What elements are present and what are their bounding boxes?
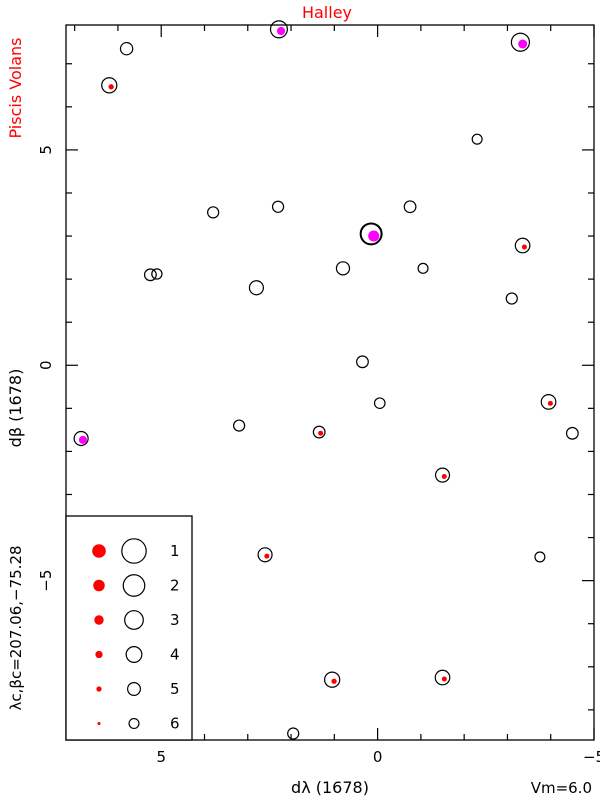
legend-label: 1 <box>170 542 180 560</box>
star-ring <box>151 268 163 280</box>
legend-ring <box>128 717 140 730</box>
star-ring <box>471 133 483 145</box>
star-dot <box>368 230 380 242</box>
legend: 1 2 3 4 5 6 <box>65 515 193 741</box>
star-ring <box>324 671 341 688</box>
x-tick-label: 5 <box>156 748 166 766</box>
star-markers <box>73 20 579 740</box>
legend-dot <box>95 650 103 659</box>
legend-dot <box>92 544 106 558</box>
star-ring <box>101 77 118 94</box>
legend-label: 2 <box>170 577 180 595</box>
legend-label: 6 <box>170 715 180 733</box>
star-dot <box>521 244 527 250</box>
legend-rows: 1 2 3 4 5 6 <box>92 538 180 733</box>
chart-title: Halley <box>302 3 352 22</box>
legend-dot <box>97 721 101 726</box>
center-coordinates: λc,βc=207.06,−75.28 <box>7 545 25 710</box>
legend-label: 3 <box>170 611 180 629</box>
legend-ring <box>122 574 146 597</box>
star-ring <box>207 206 220 219</box>
star-ring <box>434 467 451 483</box>
magnitude-limit: Vm=6.0 <box>531 779 592 797</box>
legend-dot <box>93 579 105 592</box>
star-ring <box>287 727 300 740</box>
side-title: Piscis Volans <box>6 38 25 139</box>
y-tick-label: −5 <box>37 570 55 592</box>
star-dot <box>331 678 337 684</box>
legend-dot <box>94 615 104 625</box>
legend-ring <box>124 610 144 630</box>
axis-ticks <box>66 25 595 740</box>
legend-ring <box>121 538 147 564</box>
star-ring <box>73 430 89 447</box>
star-ring <box>119 41 134 56</box>
x-tick-label: 0 <box>373 748 383 766</box>
plot-frame-group <box>65 24 595 741</box>
star-ring <box>417 262 429 274</box>
star-ring <box>269 20 288 39</box>
plot-frame <box>65 24 595 741</box>
legend-label: 4 <box>170 646 180 664</box>
star-dot <box>518 39 528 49</box>
star-ring <box>403 200 417 214</box>
y-axis-label: dβ (1678) <box>6 369 25 448</box>
star-dot <box>547 400 553 406</box>
star-dot <box>264 553 270 559</box>
star-ring <box>505 292 518 305</box>
star-ring <box>335 261 351 276</box>
star-ring <box>232 419 246 432</box>
star-ring <box>534 551 546 563</box>
star-dot <box>276 26 286 36</box>
star-dot <box>441 474 447 480</box>
star-ring <box>540 394 557 410</box>
star-ring <box>359 222 383 246</box>
axis-tick-labels: 5 0 −5 5 0 −5 <box>37 145 600 766</box>
legend-ring <box>126 681 141 696</box>
star-dot <box>78 435 87 444</box>
star-ring <box>514 237 531 254</box>
x-tick-label: −5 <box>583 748 600 766</box>
star-ring <box>356 355 369 369</box>
star-ring <box>565 426 579 440</box>
legend-dot <box>96 686 102 692</box>
star-ring <box>312 425 326 439</box>
x-axis-label: dλ (1678) <box>291 778 369 797</box>
star-ring <box>510 32 531 52</box>
legend-ring <box>125 646 143 663</box>
y-tick-label: 0 <box>37 360 55 370</box>
star-ring <box>434 669 451 686</box>
star-ring <box>248 280 265 296</box>
legend-label: 5 <box>170 680 180 698</box>
y-tick-label: 5 <box>37 145 55 155</box>
star-ring <box>373 397 386 410</box>
star-dot <box>108 84 114 90</box>
star-ring <box>257 547 273 563</box>
star-ring <box>143 268 157 282</box>
star-ring <box>271 200 285 213</box>
star-dot <box>441 676 447 682</box>
star-dot <box>318 430 324 436</box>
